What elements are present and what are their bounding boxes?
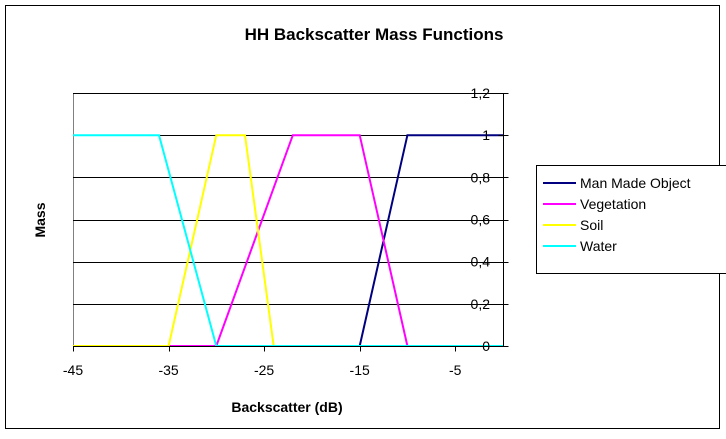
legend: Man Made Object Vegetation Soil Water [537, 166, 726, 274]
legend-label-water: Water [580, 238, 617, 254]
y-tick-label-0: 0 [482, 338, 490, 354]
x-tick-label-2: -25 [254, 362, 274, 378]
y-tick-label-5: 1 [482, 127, 490, 143]
y-axis-title: Mass [32, 202, 48, 237]
y-tick-label-1: 0,2 [471, 296, 491, 312]
chart-title: HH Backscatter Mass Functions [245, 25, 504, 44]
x-axis-title: Backscatter (dB) [231, 399, 342, 415]
legend-label-soil: Soil [580, 217, 603, 233]
x-tick-label-4: -5 [449, 362, 462, 378]
y-tick-label-2: 0,4 [471, 254, 491, 270]
x-tick-label-0: -45 [63, 362, 83, 378]
y-tick-label-3: 0,6 [471, 212, 491, 228]
legend-label-man-made-object: Man Made Object [580, 175, 691, 191]
y-tick-label-6: 1,2 [471, 85, 491, 101]
x-tick-label-3: -15 [350, 362, 370, 378]
y-tick-label-4: 0,8 [471, 169, 491, 185]
x-tick-label-1: -35 [158, 362, 178, 378]
legend-label-vegetation: Vegetation [580, 196, 646, 212]
